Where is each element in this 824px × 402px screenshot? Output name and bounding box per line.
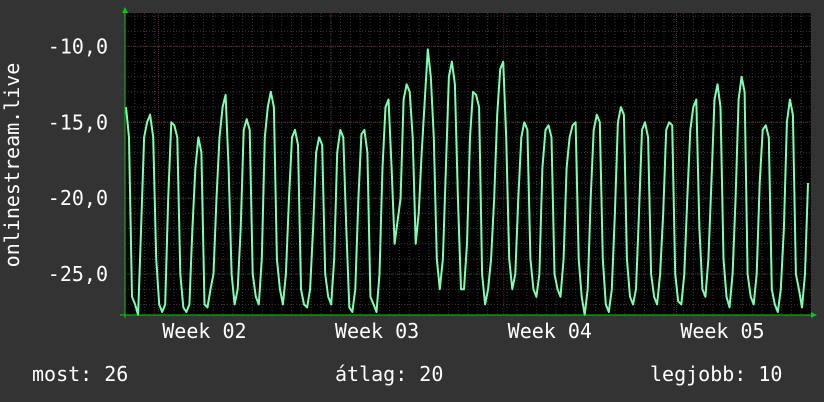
series-line	[125, 48, 809, 316]
y-tick-label: -10,0	[48, 34, 108, 58]
stat-best: legjobb: 10	[650, 362, 783, 386]
x-tick-label: Week 03	[335, 319, 419, 343]
x-axis-arrow	[811, 312, 817, 318]
y-tick-label: -20,0	[48, 186, 108, 210]
y-tick-label: -25,0	[48, 262, 108, 286]
y-axis-arrow	[122, 7, 128, 13]
x-tick-label: Week 05	[680, 319, 764, 343]
x-tick-label: Week 04	[508, 319, 592, 343]
y-tick-labels: -10,0 -15,0 -20,0 -25,0	[48, 34, 108, 286]
x-tick-label: Week 02	[162, 319, 246, 343]
y-tick-label: -15,0	[48, 110, 108, 134]
y-axis-label: onlinestream.live	[0, 63, 24, 268]
stat-average: átlag: 20	[335, 362, 444, 386]
stat-now: most: 26	[32, 362, 129, 386]
x-tick-labels: Week 02 Week 03 Week 04 Week 05	[162, 319, 764, 343]
